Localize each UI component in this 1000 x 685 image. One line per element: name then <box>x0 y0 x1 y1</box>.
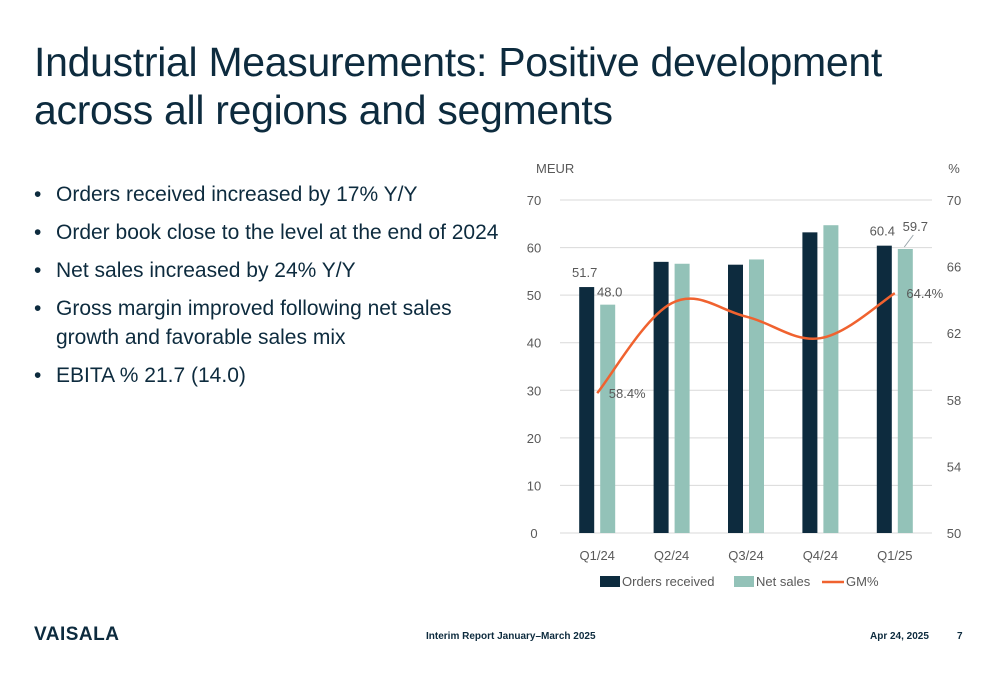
legend-label-orders: Orders received <box>622 574 714 589</box>
y-tick-label: 0 <box>530 526 537 541</box>
net-sales-bar <box>749 259 764 533</box>
gm-data-label: 64.4% <box>906 286 943 301</box>
y-tick-label: 60 <box>527 241 541 256</box>
left-axis-unit: MEUR <box>536 161 574 176</box>
net-sales-data-label: 59.7 <box>903 219 928 234</box>
y2-tick-label: 70 <box>947 193 961 208</box>
bullet-list: Orders received increased by 17% Y/Y Ord… <box>32 180 502 399</box>
orders-bar <box>876 245 892 533</box>
legend-label-gm: GM% <box>846 574 879 589</box>
x-tick-label: Q4/24 <box>803 548 838 563</box>
right-axis-unit: % <box>948 161 960 176</box>
orders-bar <box>653 261 669 533</box>
x-tick-label: Q1/25 <box>877 548 912 563</box>
bullet-item: EBITA % 21.7 (14.0) <box>32 361 502 390</box>
x-tick-label: Q1/24 <box>579 548 614 563</box>
footer-date: Apr 24, 2025 <box>870 631 929 642</box>
orders-sales-gm-chart: 0 10 20 30 40 50 60 70 50 54 58 62 66 70 MEUR % Q1/24 51.… <box>527 161 961 589</box>
net-sales-data-label: 48.0 <box>597 285 622 300</box>
net-sales-bar <box>600 304 616 533</box>
gm-data-label: 58.4% <box>609 386 646 401</box>
bullet-item: Gross margin improved following net sale… <box>32 294 502 352</box>
orders-data-label: 60.4 <box>870 224 895 239</box>
y2-tick-label: 50 <box>947 526 961 541</box>
x-tick-label: Q2/24 <box>654 548 689 563</box>
y-tick-label: 50 <box>527 288 541 303</box>
y-tick-label: 10 <box>527 478 541 493</box>
footer-report-title: Interim Report January–March 2025 <box>426 631 596 642</box>
orders-bar <box>579 287 595 533</box>
net-sales-bar <box>823 225 839 533</box>
legend-label-net-sales: Net sales <box>756 574 811 589</box>
page-number: 7 <box>957 631 963 642</box>
legend-swatch-orders <box>600 576 620 587</box>
orders-bar <box>802 232 818 533</box>
y2-tick-label: 54 <box>947 459 961 474</box>
y-tick-label: 40 <box>527 336 541 351</box>
legend-swatch-net-sales <box>734 576 754 587</box>
x-tick-label: Q3/24 <box>728 548 763 563</box>
y-tick-label: 20 <box>527 431 541 446</box>
y2-tick-label: 66 <box>947 260 961 275</box>
data-label-leader <box>903 234 914 248</box>
bullet-item: Net sales increased by 24% Y/Y <box>32 256 502 285</box>
y2-tick-label: 62 <box>947 326 961 341</box>
y-tick-label: 30 <box>527 383 541 398</box>
bullet-item: Orders received increased by 17% Y/Y <box>32 180 502 209</box>
y2-tick-label: 58 <box>947 393 961 408</box>
bullet-item: Order book close to the level at the end… <box>32 218 502 247</box>
vaisala-logo: VAISALA <box>34 624 120 645</box>
net-sales-bar <box>897 248 913 533</box>
orders-bar <box>728 264 743 533</box>
gm-line <box>596 292 896 394</box>
y-tick-label: 70 <box>527 193 541 208</box>
orders-data-label: 51.7 <box>572 265 597 280</box>
slide-title: Industrial Measurements: Positive develo… <box>34 39 882 133</box>
net-sales-bar <box>674 263 690 533</box>
